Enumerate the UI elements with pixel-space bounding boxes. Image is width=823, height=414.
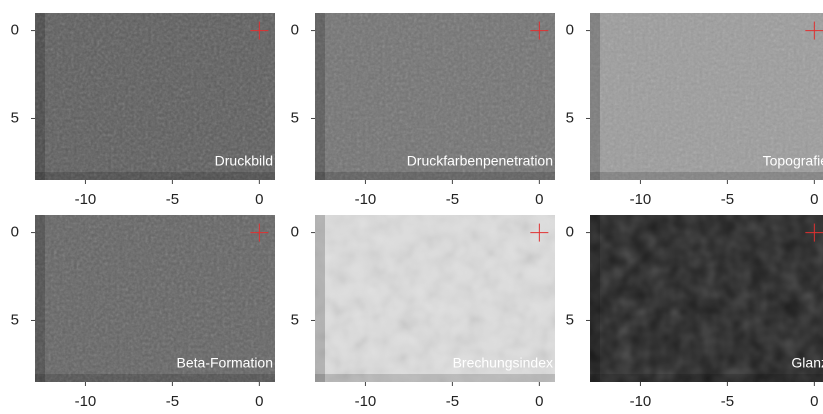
x-tick-label: -5 — [446, 393, 459, 410]
image-frame-bottom — [35, 172, 275, 180]
x-tick-label: -5 — [166, 393, 179, 410]
y-tick-label: 0 — [566, 224, 574, 241]
x-tick-label: -10 — [75, 393, 97, 410]
x-tick-label: 0 — [810, 393, 818, 410]
image-frame-bottom — [35, 374, 275, 382]
x-tick-label: -10 — [630, 191, 652, 208]
y-tick-label: 0 — [566, 22, 574, 39]
panel-label: Druckfarbenpenetration — [407, 153, 553, 169]
panel: Glanz -10 -5 0 0 5 — [566, 215, 823, 410]
panel: Druckfarbenpenetration -10 -5 0 0 5 — [291, 13, 555, 208]
y-tick-label: 0 — [11, 22, 19, 39]
figure: Druckbild -10 -5 0 0 5 Druckfarbenpenetration -… — [0, 0, 823, 414]
image-frame-left — [315, 13, 325, 180]
panel-label: Beta-Formation — [177, 355, 273, 371]
panel-label: Druckbild — [215, 153, 273, 169]
x-tick-label: 0 — [255, 191, 263, 208]
panel-label: Brechungsindex — [453, 355, 553, 371]
y-tick-label: 5 — [11, 109, 19, 126]
image-frame-left — [35, 13, 45, 180]
x-tick-label: 0 — [255, 393, 263, 410]
image-frame-left — [315, 215, 325, 382]
image-frame-bottom — [315, 374, 555, 382]
y-tick-label: 5 — [291, 311, 299, 328]
x-tick-label: -10 — [355, 393, 377, 410]
x-tick-label: -10 — [355, 191, 377, 208]
panel-label: Glanz — [791, 355, 823, 371]
y-tick-label: 5 — [11, 311, 19, 328]
image-frame-bottom — [315, 172, 555, 180]
panel: Brechungsindex -10 -5 0 0 5 — [291, 215, 555, 410]
image-frame-bottom — [590, 374, 823, 382]
panel: Druckbild -10 -5 0 0 5 — [11, 13, 275, 208]
y-tick-label: 5 — [566, 311, 574, 328]
x-tick-label: -5 — [446, 191, 459, 208]
x-tick-label: -5 — [721, 393, 734, 410]
panel-label: Topografie — [763, 153, 823, 169]
image-frame-left — [590, 13, 600, 180]
image-frame-left — [35, 215, 45, 382]
x-tick-label: 0 — [810, 191, 818, 208]
x-tick-label: 0 — [535, 393, 543, 410]
x-tick-label: -10 — [75, 191, 97, 208]
y-tick-label: 5 — [566, 109, 574, 126]
y-tick-label: 0 — [11, 224, 19, 241]
y-tick-label: 5 — [291, 109, 299, 126]
x-tick-label: -5 — [166, 191, 179, 208]
y-tick-label: 0 — [291, 224, 299, 241]
image-frame-bottom — [590, 172, 823, 180]
x-tick-label: 0 — [535, 191, 543, 208]
image-frame-left — [590, 215, 600, 382]
image-texture — [590, 215, 823, 382]
x-tick-label: -5 — [721, 191, 734, 208]
x-tick-label: -10 — [630, 393, 652, 410]
panel: Beta-Formation -10 -5 0 0 5 — [11, 215, 275, 410]
panel: Topografie -10 -5 0 0 5 — [566, 13, 823, 208]
y-tick-label: 0 — [291, 22, 299, 39]
